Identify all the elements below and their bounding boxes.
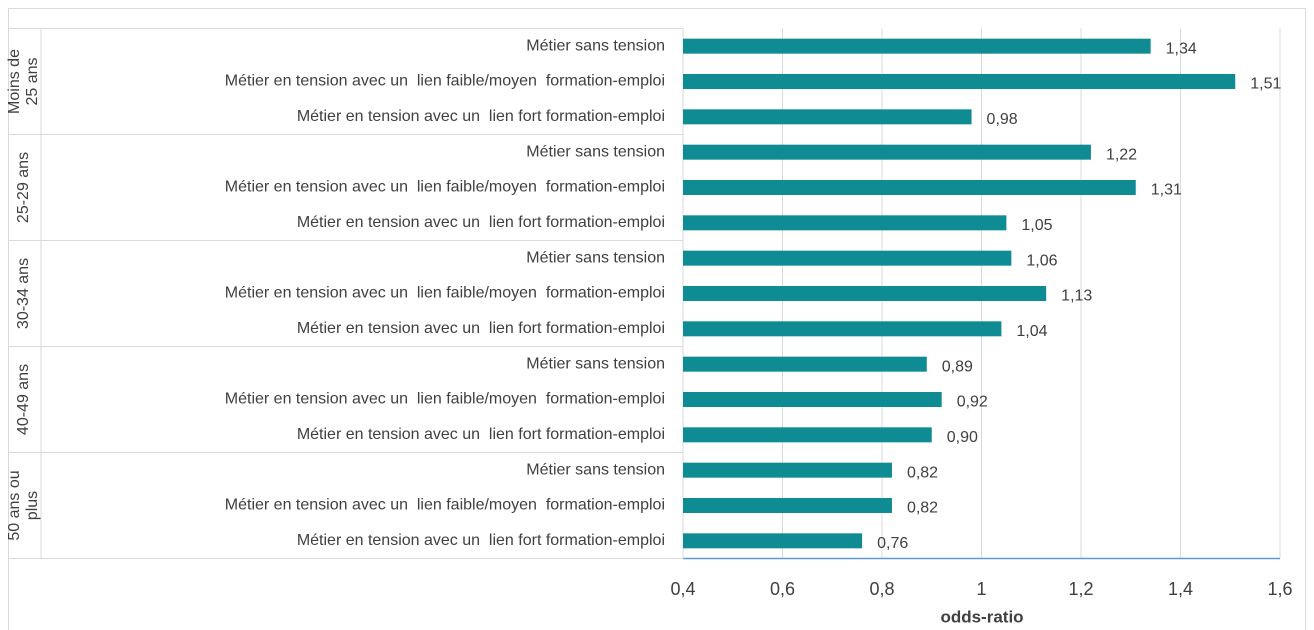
value-label: 0,76 — [877, 535, 908, 552]
bar — [683, 250, 1012, 266]
bar — [683, 533, 863, 549]
y-tick-label: Métier sans tension — [526, 143, 665, 160]
group-label: 25 ans — [24, 57, 41, 105]
bar — [683, 286, 1047, 301]
bar — [683, 356, 927, 372]
y-tick-label: Métier en tension avec un lien fort form… — [297, 426, 665, 443]
group-label: 30-34 ans — [15, 258, 32, 329]
value-label: 1,04 — [1016, 323, 1047, 340]
bar — [683, 109, 972, 125]
bar — [683, 392, 942, 407]
bar — [683, 462, 892, 478]
y-tick-label: Métier en tension avec un lien faible/mo… — [225, 73, 665, 90]
value-label: 0,98 — [987, 111, 1018, 128]
value-label: 0,82 — [907, 464, 938, 481]
group-label: Moins de — [6, 49, 23, 114]
bar — [683, 427, 932, 443]
y-tick-label: Métier en tension avec un lien fort form… — [297, 320, 665, 337]
x-tick-label: 1,4 — [1168, 579, 1193, 599]
value-label: 1,51 — [1250, 76, 1281, 93]
y-tick-label: Métier en tension avec un lien fort form… — [297, 532, 665, 549]
group-label: 40-49 ans — [15, 364, 32, 435]
chart-border — [8, 8, 1306, 630]
y-tick-label: Métier en tension avec un lien faible/mo… — [225, 285, 665, 302]
y-tick-label: Métier en tension avec un lien faible/mo… — [225, 391, 665, 408]
value-label: 1,06 — [1026, 252, 1057, 269]
value-label: 1,31 — [1151, 182, 1182, 199]
bar — [683, 498, 892, 513]
y-tick-label: Métier sans tension — [526, 37, 665, 54]
bar — [683, 144, 1091, 160]
value-label: 0,90 — [947, 429, 978, 446]
value-label: 1,05 — [1021, 217, 1052, 234]
x-tick-label: 0,4 — [670, 579, 695, 599]
bar — [683, 321, 1002, 337]
y-tick-label: Métier en tension avec un lien faible/mo… — [225, 497, 665, 514]
bar — [683, 180, 1136, 195]
group-label: 25-29 ans — [15, 152, 32, 223]
x-axis-label: odds-ratio — [940, 607, 1023, 626]
bar — [683, 215, 1007, 231]
x-tick-label: 1 — [976, 579, 986, 599]
y-tick-label: Métier en tension avec un lien fort form… — [297, 214, 665, 231]
value-label: 0,92 — [957, 394, 988, 411]
group-label: 50 ans ou — [6, 470, 23, 540]
x-tick-label: 1,6 — [1267, 579, 1292, 599]
value-label: 0,89 — [942, 358, 973, 375]
value-label: 0,82 — [907, 500, 938, 517]
group-label: plus — [24, 491, 41, 520]
x-tick-label: 0,8 — [869, 579, 894, 599]
y-tick-label: Métier sans tension — [526, 249, 665, 266]
x-tick-label: 0,6 — [770, 579, 795, 599]
value-label: 1,34 — [1166, 40, 1197, 57]
bar — [683, 74, 1236, 89]
bar — [683, 38, 1151, 54]
y-tick-label: Métier sans tension — [526, 355, 665, 372]
value-label: 1,22 — [1106, 146, 1137, 163]
x-tick-label: 1,2 — [1068, 579, 1093, 599]
y-tick-label: Métier sans tension — [526, 461, 665, 478]
y-tick-label: Métier en tension avec un lien fort form… — [297, 108, 665, 125]
y-tick-label: Métier en tension avec un lien faible/mo… — [225, 179, 665, 196]
value-label: 1,13 — [1061, 288, 1092, 305]
